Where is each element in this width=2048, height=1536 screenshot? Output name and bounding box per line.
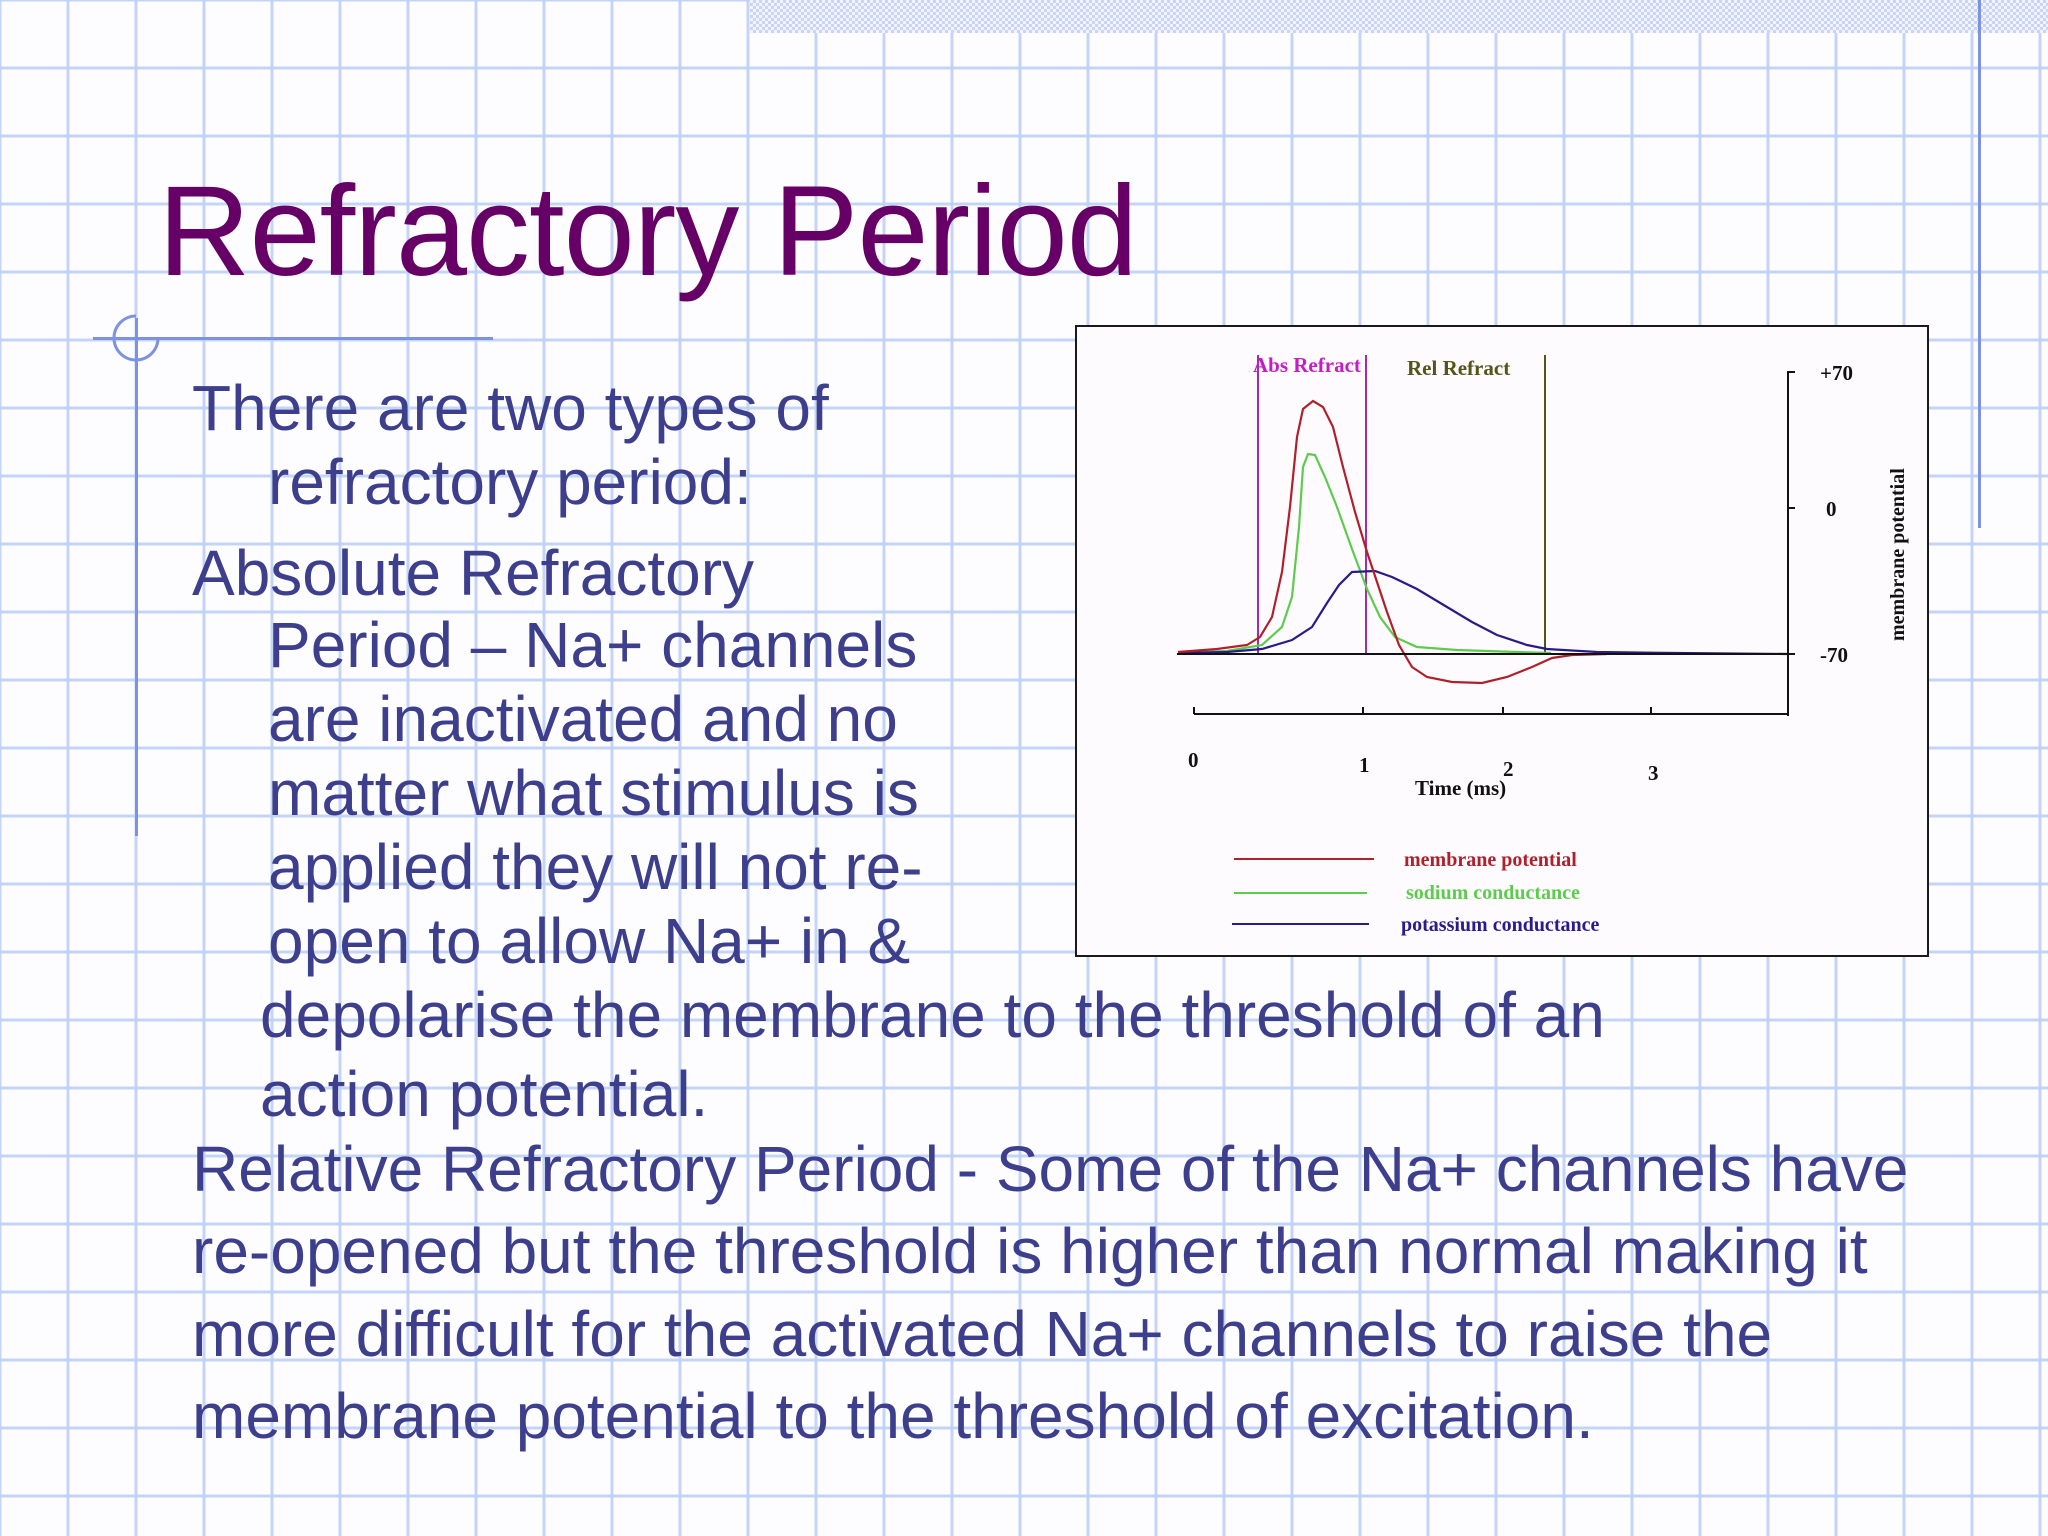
body-line: action potential. [260,1058,709,1130]
potassium-conductance-curve [1177,569,1789,656]
body-line: applied they will not re- [268,831,923,903]
y-tick-label-minus70: -70 [1820,643,1848,667]
x-tick-label-1: 1 [1359,753,1370,777]
right-accent-line [1978,0,1981,528]
legend-label-membrane: membrane potential [1404,849,1577,871]
body-line: re-opened but the threshold is higher th… [192,1215,1868,1287]
body-line: depolarise the membrane to the threshold… [260,979,1605,1051]
membrane-potential-curve [1177,399,1608,685]
body-line: are inactivated and no [268,683,898,755]
body-line: membrane potential to the threshold of e… [192,1380,1594,1452]
x-axis-title: Time (ms) [1415,776,1506,800]
legend-label-potassium: potassium conductance [1401,914,1599,936]
body-line: Relative Refractory Period - Some of the… [192,1133,1909,1205]
abs-refract-label: Abs Refract [1253,353,1361,377]
header-hatch-strip [750,0,2048,33]
body-line: matter what stimulus is [268,757,919,829]
x-tick-label-0: 0 [1188,748,1199,772]
y-tick-label-plus70: +70 [1820,361,1853,385]
y-axis-title: membrane potential [1887,468,1909,641]
x-tick-label-2: 2 [1503,757,1514,781]
left-accent-line [135,318,138,836]
body-line: There are two types of [192,372,829,444]
chart-legend: membrane potential sodium conductance po… [1232,849,1599,936]
y-tick-label-zero: 0 [1826,497,1837,521]
legend-label-sodium: sodium conductance [1406,882,1580,904]
body-line: more difficult for the activated Na+ cha… [192,1298,1773,1370]
crosshair-circle-icon [112,314,160,362]
sodium-conductance-curve [1177,452,1552,655]
rel-refract-label: Rel Refract [1407,356,1510,380]
body-line: Period – Na+ channels [268,609,918,681]
slide-title: Refractory Period [158,160,1138,303]
title-underline [93,337,493,340]
x-tick-label-3: 3 [1648,761,1659,785]
action-potential-chart: Abs Refract Rel Refract +70 0 -70 membra… [1075,325,1929,957]
body-line: refractory period: [268,446,752,518]
body-line: Absolute Refractory [192,537,755,609]
body-line: open to allow Na+ in & [268,905,911,977]
chart-svg: Abs Refract Rel Refract +70 0 -70 membra… [1177,353,1909,936]
